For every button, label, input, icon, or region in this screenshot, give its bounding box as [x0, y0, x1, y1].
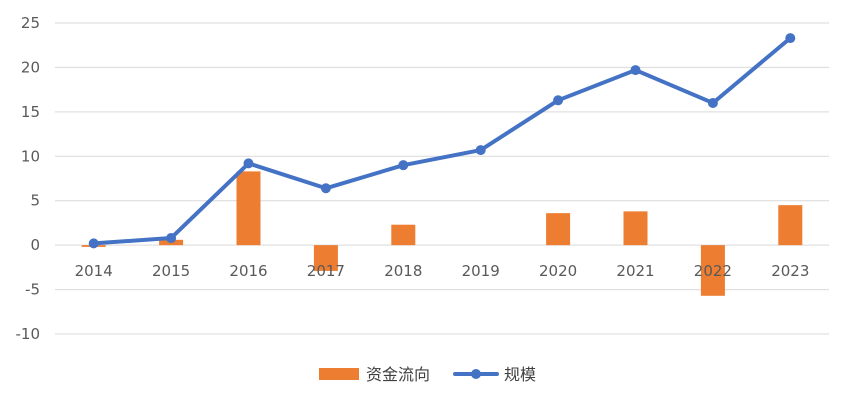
y-tick-label: 25	[21, 14, 40, 32]
line-series	[91, 36, 793, 246]
legend-marker-line	[471, 369, 481, 379]
legend-swatch-bar	[319, 368, 359, 380]
line-point	[553, 95, 564, 106]
line-point	[243, 158, 254, 169]
x-tick-label: 2023	[771, 262, 809, 280]
line-point	[630, 65, 641, 76]
y-tick-label: 5	[30, 192, 40, 210]
x-tick-label: 2022	[694, 262, 732, 280]
line-point	[166, 233, 177, 244]
bar	[546, 213, 571, 246]
bar	[700, 245, 725, 296]
y-tick-label: 0	[30, 236, 40, 254]
x-tick-label: 2019	[462, 262, 500, 280]
x-tick-label: 2021	[616, 262, 654, 280]
y-tick-label: -10	[16, 325, 41, 343]
line-point	[475, 145, 486, 156]
x-tick-label: 2018	[384, 262, 422, 280]
x-tick-label: 2014	[75, 262, 113, 280]
bar	[778, 205, 803, 246]
legend-label-bar: 资金流向	[366, 365, 430, 384]
x-tick-label: 2015	[152, 262, 190, 280]
line-point	[320, 183, 331, 194]
y-tick-label: -5	[25, 281, 40, 299]
x-tick-label: 2017	[307, 262, 345, 280]
bar	[313, 245, 338, 271]
line-point	[88, 238, 99, 249]
y-tick-label: 20	[21, 58, 40, 76]
x-tick-label: 2020	[539, 262, 577, 280]
line-point	[398, 160, 409, 171]
bar	[236, 171, 261, 246]
bar	[623, 211, 648, 246]
legend-label-line: 规模	[504, 365, 536, 384]
y-tick-label: 10	[21, 147, 40, 165]
line-point	[785, 33, 796, 44]
line-point	[707, 97, 718, 108]
bar	[391, 224, 416, 246]
y-tick-label: 15	[21, 103, 40, 121]
x-tick-label: 2016	[229, 262, 267, 280]
